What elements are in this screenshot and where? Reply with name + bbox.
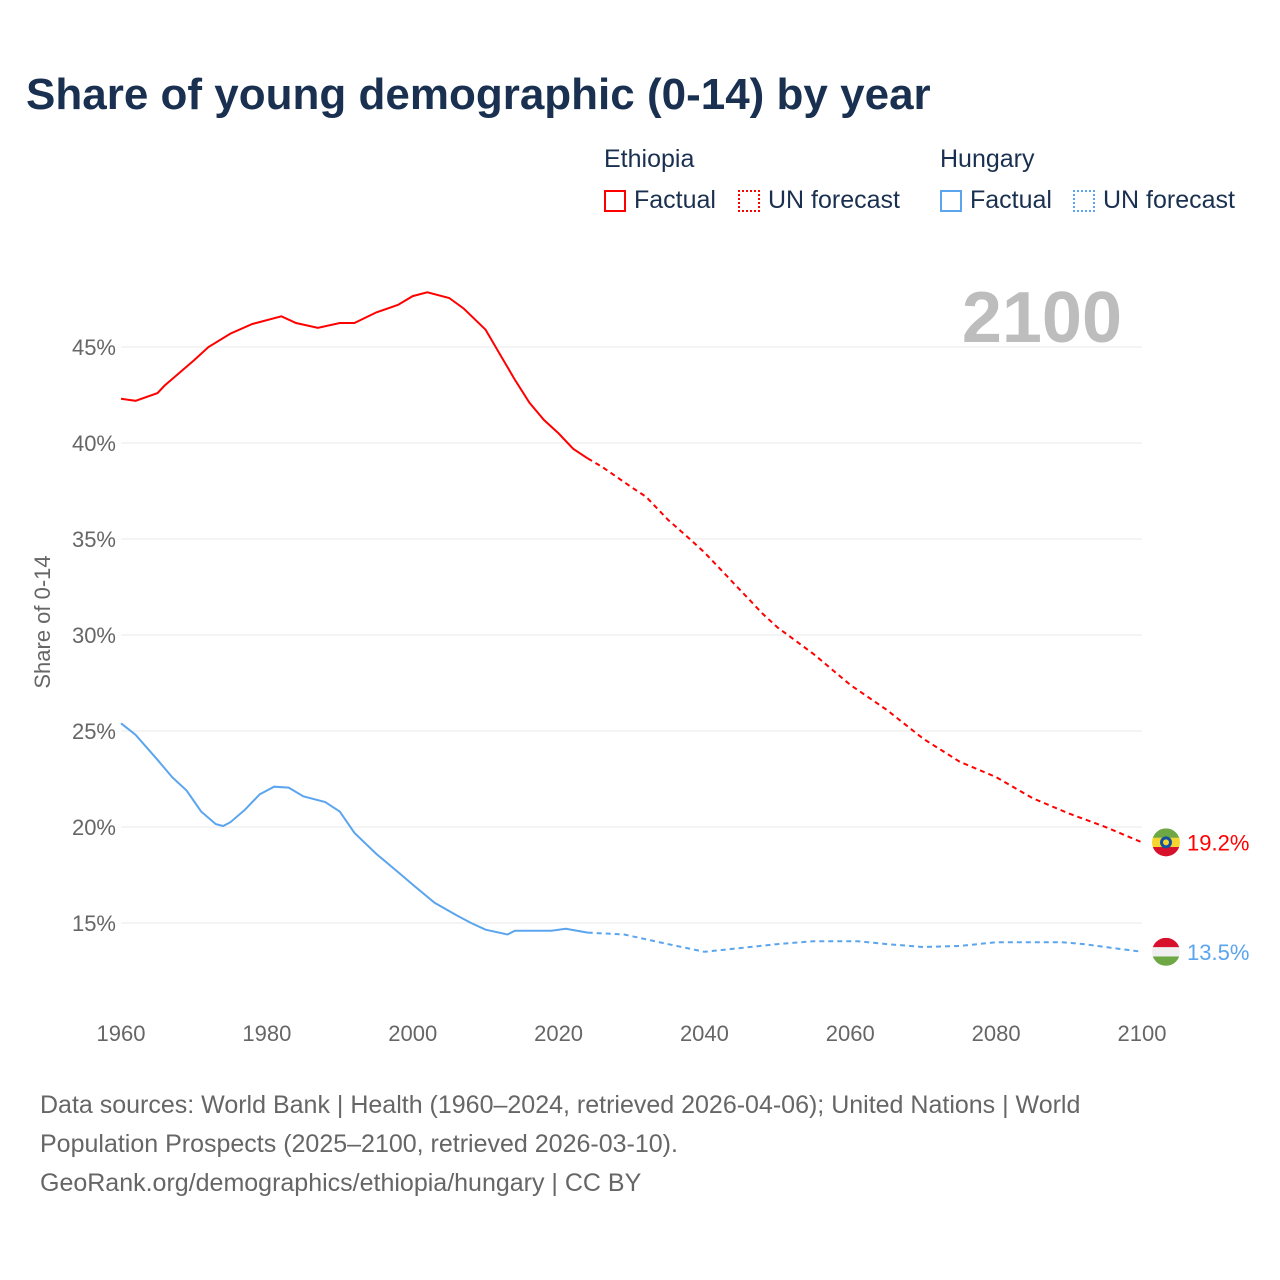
- legend-group-hungary: Hungary: [940, 145, 1035, 173]
- y-tick-label: 40%: [72, 431, 116, 456]
- ethiopia-flag-icon: [1152, 828, 1180, 857]
- x-tick-label: 2040: [680, 1021, 729, 1046]
- y-axis-label: Share of 0-14: [30, 555, 55, 688]
- x-tick-label: 2100: [1118, 1021, 1167, 1046]
- legend-hungary-forecast[interactable]: UN forecast: [1073, 186, 1235, 215]
- y-tick-label: 35%: [72, 527, 116, 552]
- legend-swatch: [738, 190, 760, 212]
- legend-ethiopia-forecast[interactable]: UN forecast: [738, 186, 900, 215]
- hungary-forecast-line: [587, 931, 1143, 953]
- year-label: 2100: [962, 278, 1122, 358]
- legend-label: Factual: [970, 186, 1052, 214]
- legend-group-ethiopia: Ethiopia: [604, 145, 695, 173]
- y-tick-label: 45%: [72, 335, 116, 360]
- x-tick-label: 2080: [972, 1021, 1021, 1046]
- legend-label: UN forecast: [1103, 186, 1235, 214]
- footer-sources-1: Data sources: World Bank | Health (1960–…: [40, 1091, 1081, 1119]
- ethiopia-end-label: 19.2%: [1187, 830, 1249, 855]
- x-tick-label: 1980: [242, 1021, 291, 1046]
- hungary-factual-line: [120, 722, 588, 936]
- ethiopia-factual-line: [120, 291, 589, 460]
- legend-swatch: [604, 190, 626, 212]
- y-tick-label: 15%: [72, 911, 116, 936]
- footer-sources-2: Population Prospects (2025–2100, retriev…: [40, 1130, 678, 1158]
- legend-ethiopia-factual[interactable]: Factual: [604, 186, 716, 215]
- hungary-end-label: 13.5%: [1187, 940, 1249, 965]
- y-tick-label: 25%: [72, 719, 116, 744]
- y-tick-label: 20%: [72, 815, 116, 840]
- legend-label: Factual: [634, 186, 716, 214]
- line-chart: 2100 Share of 0-14 15% 20% 25% 30% 35% 40% 45%…: [30, 278, 1249, 1046]
- x-tick-label: 2000: [388, 1021, 437, 1046]
- legend-label: UN forecast: [768, 186, 900, 214]
- x-tick-label: 1960: [97, 1021, 146, 1046]
- x-tick-label: 2060: [826, 1021, 875, 1046]
- legend-swatch: [940, 190, 962, 212]
- y-tick-label: 30%: [72, 623, 116, 648]
- ethiopia-forecast-line: [587, 457, 1143, 844]
- x-tick-label: 2020: [534, 1021, 583, 1046]
- chart-title: Share of young demographic (0-14) by yea…: [26, 70, 931, 119]
- legend-hungary-factual[interactable]: Factual: [940, 186, 1052, 215]
- legend-swatch: [1073, 190, 1095, 212]
- footer-link[interactable]: GeoRank.org/demographics/ethiopia/hungar…: [40, 1169, 642, 1197]
- hungary-flag-icon: [1152, 937, 1180, 966]
